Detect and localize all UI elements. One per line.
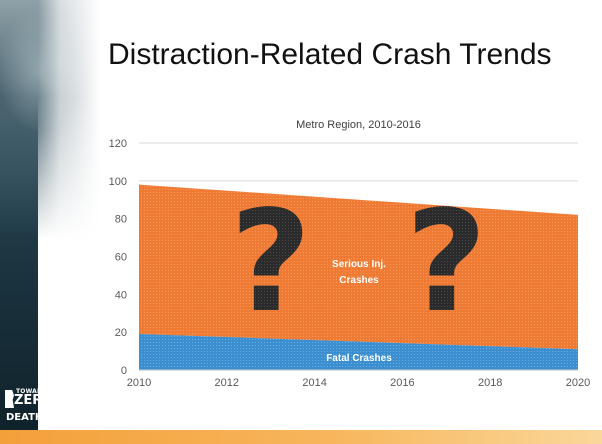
x-tick-label-2020: 2020 xyxy=(566,377,590,389)
minnesota-shape-icon xyxy=(5,390,14,408)
question-mark-annotation-1: ? xyxy=(230,181,311,344)
x-tick-label-2012: 2012 xyxy=(215,377,239,389)
y-tick-label-20: 20 xyxy=(115,327,127,339)
y-tick-label-100: 100 xyxy=(109,176,127,188)
serious-area-label-line1: Serious Inj. xyxy=(332,259,386,270)
bottom-accent-bar xyxy=(0,430,602,444)
logo-line-3: DEATHS xyxy=(6,412,51,423)
logo-line-1: TOWARD xyxy=(16,388,47,395)
fatal-area-label: Fatal Crashes xyxy=(326,353,392,364)
question-mark-annotation-2: ? xyxy=(406,181,487,344)
chart-title: Metro Region, 2010-2016 xyxy=(296,119,421,131)
x-tick-label-2010: 2010 xyxy=(127,377,151,389)
dashboard-photo-background xyxy=(0,0,100,240)
y-tick-label-60: 60 xyxy=(115,252,127,264)
area-fatal-crashes xyxy=(139,334,578,370)
y-tick-label-0: 0 xyxy=(121,365,127,377)
toward-zero-deaths-logo: TOWARD ZERO DEATHS xyxy=(2,384,53,428)
x-tick-label-2014: 2014 xyxy=(302,377,326,389)
y-tick-label-120: 120 xyxy=(109,138,127,150)
serious-area-label-line2: Crashes xyxy=(339,275,379,286)
slide-title: Distraction-Related Crash Trends xyxy=(108,38,552,71)
x-tick-label-2016: 2016 xyxy=(390,377,414,389)
x-tick-label-2018: 2018 xyxy=(478,377,502,389)
y-tick-label-40: 40 xyxy=(115,289,127,301)
logo-line-2: ZERO xyxy=(14,393,54,408)
area-serious-injury-crashes xyxy=(139,184,578,350)
y-tick-label-80: 80 xyxy=(115,214,127,226)
